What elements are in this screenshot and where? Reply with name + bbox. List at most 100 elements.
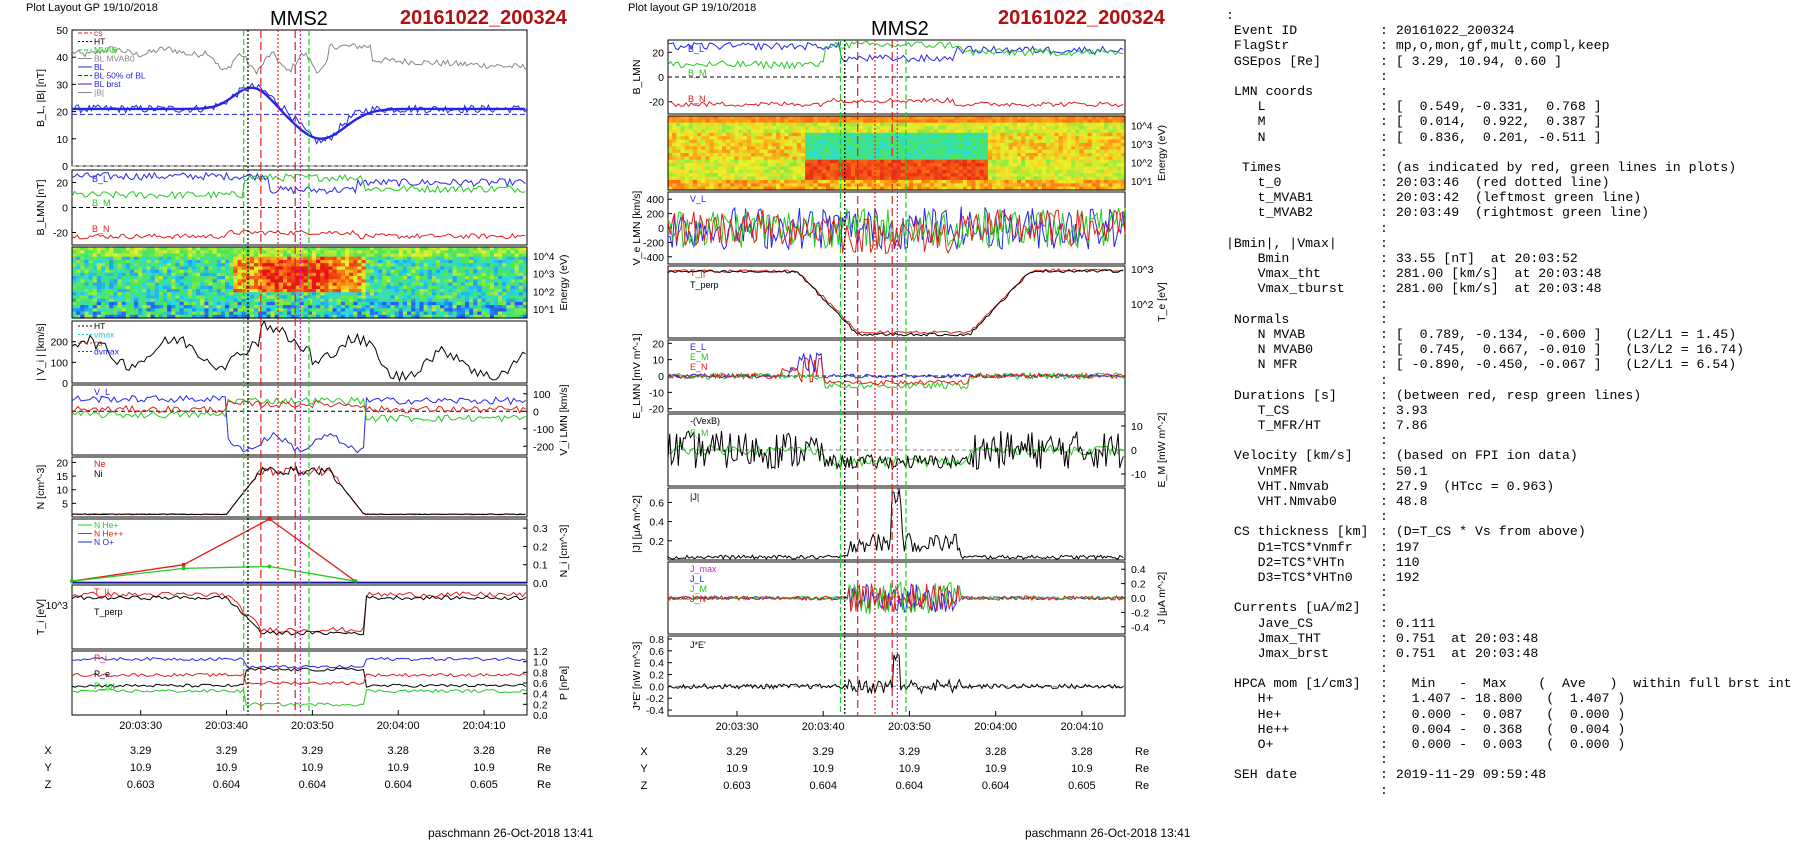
spectrogram-cell	[987, 183, 993, 188]
spectrogram-cell	[163, 250, 168, 254]
spectrogram-cell	[514, 305, 520, 309]
spectrogram-cell	[688, 176, 694, 181]
spectrogram-cell	[967, 142, 972, 147]
spectrogram-cell	[1046, 186, 1051, 191]
spectrogram-cell	[755, 132, 760, 137]
spectrogram-cell	[1108, 159, 1114, 164]
spectrogram-cell	[1100, 136, 1105, 141]
spectrogram-cell	[324, 282, 329, 287]
spectrogram-cell	[871, 142, 877, 147]
spectrogram-cell	[788, 183, 794, 188]
spectrogram-cell	[407, 253, 412, 258]
spectrogram-cell	[96, 263, 102, 267]
spectrogram-cell	[1000, 156, 1006, 161]
spectrogram-cell	[154, 269, 160, 274]
spectrogram-cell	[266, 285, 272, 290]
spectrogram-cell	[1083, 132, 1089, 137]
spectrogram-cell	[138, 314, 143, 319]
spectrogram-cell	[929, 149, 935, 154]
spectrogram-cell	[1091, 163, 1097, 168]
spectrogram-cell	[933, 126, 939, 131]
spectrogram-cell	[465, 247, 470, 251]
spectrogram-cell	[680, 139, 686, 144]
spectrogram-cell	[1079, 163, 1085, 168]
spectrogram-cell	[755, 142, 760, 147]
spectrogram-cell	[830, 173, 835, 178]
t-par-line	[71, 591, 527, 634]
spectrogram-cell	[274, 259, 280, 264]
spectrogram-cell	[1037, 169, 1043, 174]
spectrogram-cell	[489, 295, 495, 300]
spectrogram-cell	[776, 156, 781, 161]
spectrogram-cell	[1087, 126, 1093, 131]
spectrogram-cell	[672, 166, 677, 171]
spectrogram-cell	[1046, 136, 1051, 141]
spectrogram-cell	[295, 285, 301, 290]
spectrogram-cell	[493, 285, 499, 290]
spectrogram-cell	[233, 301, 238, 306]
spectrogram-cell	[287, 250, 292, 254]
spectrogram-cell	[514, 311, 520, 316]
spectrogram-cell	[171, 272, 176, 277]
spectrogram-cell	[884, 169, 889, 174]
spectrogram-cell	[171, 250, 176, 254]
spectrogram-cell	[942, 116, 947, 120]
spectrogram-cell	[958, 136, 964, 141]
spectrogram-cell	[830, 136, 835, 141]
spectrogram-cell	[402, 295, 408, 300]
bl-legend-label: cs	[94, 28, 103, 38]
spectrogram-cell	[780, 116, 785, 120]
spectrogram-cell	[460, 289, 466, 293]
spectrogram-cell	[212, 247, 218, 251]
spectrogram-cell	[896, 176, 902, 181]
spectrogram-cell	[469, 259, 474, 264]
spectrogram-cell	[1012, 146, 1018, 151]
spectrogram-cell	[105, 311, 110, 316]
spectrogram-cell	[759, 153, 765, 157]
y-tick-label: 1.2	[533, 646, 548, 658]
spectrogram-cell	[270, 314, 276, 319]
spectrogram-cell	[473, 250, 478, 254]
spectrogram-cell	[415, 295, 420, 300]
spectrogram-cell	[1087, 169, 1093, 174]
spectrogram-cell	[171, 292, 176, 296]
spectrogram-cell	[295, 305, 301, 309]
spectrogram-cell	[1046, 116, 1051, 120]
spectrogram-cell	[465, 311, 470, 316]
spectrogram-cell	[332, 282, 338, 287]
spectrogram-cell	[1071, 126, 1076, 131]
spectrogram-cell	[485, 292, 491, 296]
spectrogram-cell	[158, 314, 164, 319]
spectrogram-cell	[1046, 169, 1051, 174]
spectrogram-cell	[855, 169, 860, 174]
spectrogram-cell	[96, 250, 102, 254]
spectrogram-cell	[730, 132, 736, 137]
spectrogram-cell	[992, 119, 997, 124]
spectrogram-cell	[992, 173, 997, 178]
spectrogram-cell	[444, 282, 449, 287]
spectrogram-cell	[780, 176, 785, 181]
spectrogram-cell	[481, 266, 487, 271]
spectrogram-cell	[353, 253, 358, 258]
ni-line	[71, 465, 526, 516]
spectrogram-cell	[142, 247, 147, 251]
spectrogram-cell	[971, 126, 977, 131]
spectrogram-cell	[859, 136, 864, 141]
ephem-value: 10.9	[388, 762, 409, 774]
spectrogram-cell	[1104, 176, 1109, 181]
spectrogram-cell	[1037, 179, 1043, 184]
spectrogram-cell	[518, 276, 524, 280]
spectrogram-cell	[954, 149, 960, 154]
spectrogram-cell	[150, 311, 156, 316]
spectrogram-cell	[175, 314, 181, 319]
spectrogram-cell	[121, 266, 127, 271]
spectrogram-cell	[1041, 163, 1047, 168]
spectrogram-cell	[287, 311, 292, 316]
spectrogram-cell	[72, 272, 77, 277]
spectrogram-cell	[1075, 149, 1080, 154]
spectrogram-cell	[485, 285, 491, 290]
spectrogram-cell	[1000, 142, 1006, 147]
spectrogram-cell	[701, 173, 706, 178]
spectrogram-cell	[751, 176, 756, 181]
spectrogram-cell	[963, 163, 968, 168]
